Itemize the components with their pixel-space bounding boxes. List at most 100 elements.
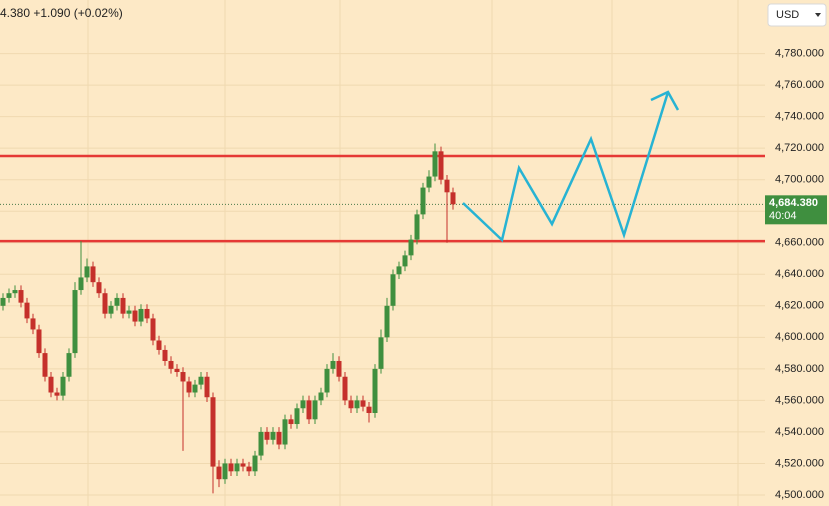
candle-body [450, 192, 456, 205]
candle-body [126, 310, 132, 314]
price-axis-labels: 4,500.000 4,520.000 4,540.000 4,560.000 4,58… [765, 48, 827, 501]
candle-body [420, 187, 426, 215]
candle-body [42, 353, 48, 377]
currency-label[interactable]: USD [776, 9, 799, 21]
y-tick-label: 4,560.000 [775, 394, 824, 406]
candle-body [240, 463, 246, 467]
y-tick-label: 4,780.000 [775, 48, 824, 60]
candle-body [120, 297, 126, 314]
candle-body [348, 400, 354, 409]
candle-body [438, 151, 444, 180]
candle-body [30, 318, 36, 330]
candle-body [150, 318, 156, 341]
candle-body [0, 297, 6, 306]
candle-body [174, 368, 180, 373]
candle-body [192, 384, 198, 393]
candle-body [318, 392, 324, 401]
candle-body [390, 274, 396, 306]
candle-body [432, 151, 438, 177]
candle-body [234, 463, 240, 472]
candle-body [186, 381, 192, 393]
candle-body [384, 305, 390, 338]
header-values: 4.380 +1.090 (+0.02%) [0, 6, 123, 20]
candle-body [138, 308, 144, 322]
candle-body [180, 372, 186, 382]
y-tick-label: 4,740.000 [775, 111, 824, 123]
candle-body [294, 408, 300, 425]
countdown-label: 40:04 [769, 210, 797, 222]
candle-body [78, 277, 84, 291]
candles [0, 143, 456, 494]
candle-body [342, 376, 348, 401]
y-tick-label: 4,760.000 [775, 79, 824, 91]
candle-body [276, 431, 282, 445]
y-tick-label: 4,620.000 [775, 300, 824, 312]
candle-body [312, 400, 318, 420]
candle-body [48, 376, 54, 393]
candle-body [282, 419, 288, 445]
candle-body [300, 400, 306, 409]
candle-body [60, 376, 66, 396]
candle-body [84, 266, 90, 278]
last-price-box [765, 195, 827, 225]
y-tick-label: 4,600.000 [775, 331, 824, 343]
candle-body [210, 397, 216, 467]
candle-body [270, 431, 276, 440]
candle-body [198, 376, 204, 385]
currency-button[interactable] [767, 3, 827, 27]
candle-body [102, 293, 108, 314]
candle-body [366, 406, 372, 413]
levels [0, 154, 765, 243]
candle-body [360, 400, 366, 407]
candle-body [144, 308, 150, 319]
candle-body [90, 266, 96, 283]
candle-body [336, 360, 342, 377]
candle-body [396, 266, 402, 275]
y-tick-label: 4,520.000 [775, 457, 824, 469]
candle-body [66, 353, 72, 377]
y-tick-label: 4,700.000 [775, 174, 824, 186]
candle-body [228, 463, 234, 472]
candle-body [330, 360, 336, 369]
candle-body [216, 466, 222, 480]
candle-body [264, 431, 270, 440]
candle-body [246, 466, 252, 472]
projection-path [462, 91, 670, 243]
currency-caret[interactable] [815, 13, 821, 17]
candle-body [426, 176, 432, 188]
candle-body [24, 302, 30, 319]
candle-body [324, 368, 330, 393]
last-price-label: 4,684.380 [769, 197, 818, 209]
candle-body [54, 392, 60, 396]
candle-body [258, 431, 264, 456]
candle-body [444, 179, 450, 193]
candle-body [114, 297, 120, 306]
candle-body [354, 400, 360, 409]
y-tick-label: 4,720.000 [775, 142, 824, 154]
grid [0, 53, 765, 496]
y-tick-label: 4,500.000 [775, 489, 824, 501]
candle-body [156, 340, 162, 350]
candle-body [414, 214, 420, 240]
candle-body [252, 455, 258, 472]
y-tick-label: 4,540.000 [775, 426, 824, 438]
candle-body [132, 310, 138, 322]
candle-body [306, 400, 312, 420]
candle-body [378, 337, 384, 369]
candle-body [372, 368, 378, 413]
candle-body [72, 290, 78, 354]
y-tick-label: 4,660.000 [775, 237, 824, 249]
candle-body [108, 305, 114, 314]
candle-body [204, 376, 210, 398]
candle-body [6, 293, 12, 298]
y-tick-label: 4,580.000 [775, 363, 824, 375]
candle-body [18, 290, 24, 303]
candle-body [288, 419, 294, 425]
projection-arrowhead [650, 90, 680, 111]
candle-body [408, 239, 414, 256]
candle-body [36, 329, 42, 354]
candle-body [96, 282, 102, 294]
